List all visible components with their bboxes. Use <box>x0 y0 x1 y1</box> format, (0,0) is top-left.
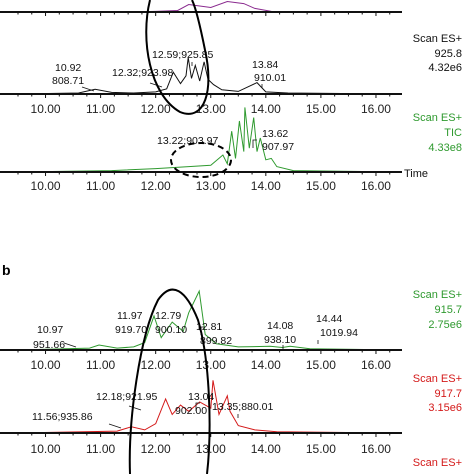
side-label-a-tic: 4.33e8 <box>428 142 462 154</box>
tick-label-a-tic: 15.00 <box>306 179 336 193</box>
tick-label-a-mid: 12.00 <box>141 102 171 116</box>
peak-label-a-mid: 12.59;925.85 <box>152 49 213 61</box>
tick-label-a-tic: 11.00 <box>86 179 115 193</box>
tick-label-a-mid: 14.00 <box>251 102 281 116</box>
tick-label-b-green: 13.00 <box>196 358 226 372</box>
overlay-layer: b <box>2 0 232 474</box>
side-label-b-green: Scan ES+ <box>413 289 462 301</box>
tick-label-b-green: 11.00 <box>86 358 115 372</box>
tick-label-a-tic: 13.00 <box>196 179 226 193</box>
tick-label-a-mid: 10.00 <box>31 102 61 116</box>
trace-b-green <box>17 289 399 351</box>
peak-rt-b-green: 12.81 <box>196 321 222 333</box>
peak-rt-b-green: 14.08 <box>267 320 293 332</box>
tick-label-a-mid: 16.00 <box>361 102 391 116</box>
tick-label-a-mid: 15.00 <box>306 102 336 116</box>
tick-label-b-red: 12.00 <box>141 442 171 456</box>
x-axis-label-a-tic: Time <box>404 168 428 180</box>
leader-a-tic <box>252 139 257 148</box>
leader-b-red <box>128 405 142 411</box>
highlight-ellipse-b <box>128 288 211 474</box>
tick-label-b-green: 14.00 <box>251 358 281 372</box>
side-label-a-mid: Scan ES+ <box>413 33 462 45</box>
peak-mz-a-mid: 910.01 <box>254 72 286 84</box>
tick-label-b-green: 16.00 <box>361 358 391 372</box>
side-label-b-bottom: Scan ES+ <box>413 457 462 469</box>
peak-label-b-green: 12.79 <box>155 310 181 322</box>
peak-mz-a-tic: 907.97 <box>262 141 294 153</box>
peak-label-b-red: 11.56;935.86 <box>32 411 93 423</box>
peak-mz-a-mid: 808.71 <box>52 75 84 87</box>
peak-label-b-red: 12.18;921.95 <box>96 391 157 403</box>
tick-label-b-green: 12.00 <box>141 358 171 372</box>
tick-label-b-red: 11.00 <box>86 442 115 456</box>
side-label-a-tic: TIC <box>444 127 462 139</box>
side-label-b-red: Scan ES+ <box>413 373 462 385</box>
tick-label-a-tic: 14.00 <box>251 179 281 193</box>
tick-label-b-red: 10.00 <box>31 442 61 456</box>
peak-rt-b-green: 14.44 <box>316 313 342 325</box>
side-label-a-mid: 4.32e6 <box>428 62 462 74</box>
side-label-b-green: 915.7 <box>434 304 462 316</box>
dashed-ellipse-tic <box>170 142 232 178</box>
tick-label-b-red: 13.00 <box>196 442 226 456</box>
side-label-b-red: 917.7 <box>434 388 462 400</box>
panel-letter-b: b <box>2 262 11 278</box>
peak-label-a-tic: 13.22;903.97 <box>157 135 218 147</box>
peak-mz-b-green: 899.82 <box>200 335 232 347</box>
tick-label-b-green: 15.00 <box>306 358 336 372</box>
peak-label-b-red: 13.35;880.01 <box>212 401 273 413</box>
tick-label-a-tic: 10.00 <box>31 179 61 193</box>
peak-mz-b-green: 1019.94 <box>320 327 358 339</box>
trace-b-red <box>17 380 399 434</box>
peak-rt-a-tic: 13.62 <box>262 128 288 140</box>
leader-a-mid <box>81 86 95 92</box>
leader-b-green <box>63 342 77 348</box>
side-label-b-red: 3.15e6 <box>428 402 462 414</box>
peak-label-b-green: 11.97 <box>117 310 143 322</box>
leader-b-red <box>108 423 122 429</box>
peak-label-b-green: 900.10 <box>155 324 187 336</box>
peak-label-b-green: 919.70 <box>115 324 147 336</box>
axes-layer <box>0 11 402 437</box>
peak-rt-b-green: 10.97 <box>37 324 63 336</box>
peak-rt-a-mid: 13.84 <box>252 59 278 71</box>
highlight-ellipse-a <box>145 0 210 115</box>
peak-mz-b-red: 902.00 <box>175 405 207 417</box>
tick-label-a-tic: 12.00 <box>141 179 171 193</box>
tick-label-a-tic: 16.00 <box>361 179 391 193</box>
peak-label-a-mid: 12.32;923.98 <box>112 67 173 79</box>
trace-a-mid <box>17 57 399 95</box>
traces-layer <box>17 0 399 434</box>
side-label-b-green: 2.75e6 <box>428 319 462 331</box>
leader-b-red <box>195 402 200 411</box>
peak-mz-b-green: 951.66 <box>33 339 65 351</box>
peak-rt-b-red: 13.04 <box>188 391 214 403</box>
trace-a-top <box>18 0 399 13</box>
side-label-a-tic: Scan ES+ <box>413 112 462 124</box>
side-label-a-mid: 925.8 <box>434 48 462 60</box>
labels-layer: 10.00 11.00 12.00 13.00 14.00 15.00 16.00 Scan … <box>31 33 463 469</box>
tick-label-b-red: 14.00 <box>251 442 281 456</box>
tick-label-b-green: 10.00 <box>31 358 61 372</box>
peak-mz-b-green: 938.10 <box>264 334 296 346</box>
tick-label-b-red: 15.00 <box>306 442 336 456</box>
trace-a-tic <box>17 107 399 173</box>
tick-label-a-mid: 11.00 <box>86 102 115 116</box>
tick-label-b-red: 16.00 <box>361 442 391 456</box>
peak-rt-a-mid: 10.92 <box>55 62 81 74</box>
